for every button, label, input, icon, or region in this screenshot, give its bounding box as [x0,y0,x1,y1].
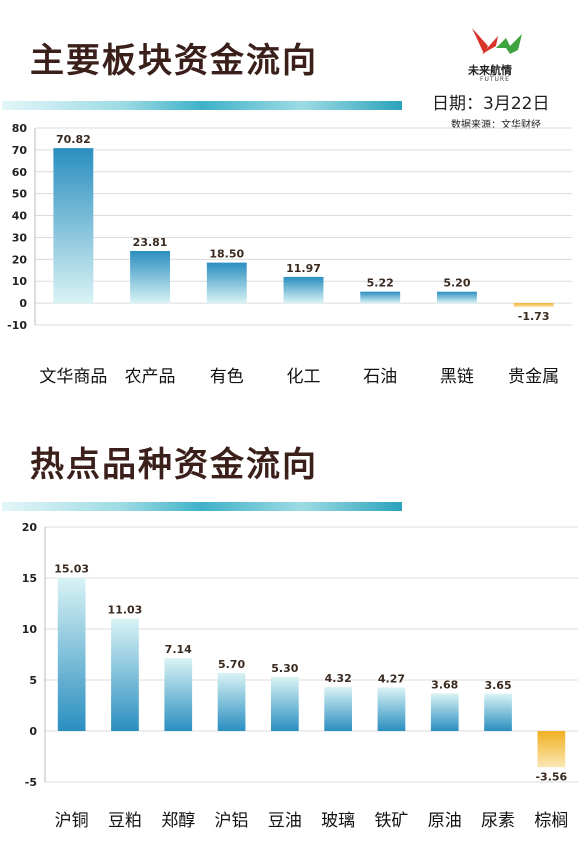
section2-title: 热点品种资金流向 [30,445,318,485]
bar [283,276,324,304]
y-tick-label: 80 [12,122,28,135]
y-tick-label: 60 [12,166,28,179]
bar-value-label: 7.14 [165,643,192,656]
section2-stripe [2,502,402,511]
bar-value-label: 5.70 [218,658,245,671]
category-label: 贵金属 [508,367,559,387]
y-tick-label: 10 [22,623,38,636]
y-tick-label: -10 [7,319,27,332]
bar-value-label: 4.32 [325,672,352,685]
y-tick-label: 20 [22,521,38,534]
y-tick-label: 40 [12,210,28,223]
bar [537,731,566,768]
date-label: 日期：3月22日 [432,94,550,114]
bar [111,618,139,731]
category-label: 豆油 [268,811,302,831]
bar-value-label: 4.27 [378,672,405,685]
bar [436,291,477,304]
bar-value-label: 5.20 [443,277,470,290]
bar-value-label: 5.30 [271,662,298,675]
category-label: 尿素 [481,811,515,831]
bar-value-label: -3.56 [535,770,567,783]
bar-value-label: 11.97 [286,262,321,275]
bar-value-label: 15.03 [54,563,89,576]
category-label: 玻璃 [321,811,355,831]
bar [164,658,193,731]
bar [377,687,406,731]
y-tick-label: -5 [25,776,37,789]
bar-value-label: 3.65 [484,679,511,692]
bar-value-label: 11.03 [108,603,143,616]
bar-value-label: 5.22 [367,277,394,290]
bar [217,672,246,731]
logo-subtext: FUTURE [480,76,510,83]
bar [57,577,86,731]
y-tick-label: 0 [19,297,27,310]
category-label: 化工 [287,367,321,387]
category-label: 郑醇 [161,811,195,831]
category-label: 铁矿 [374,811,408,831]
section1-title: 主要板块资金流向 [30,41,318,81]
bar-value-label: 70.82 [56,133,91,146]
category-label: 黑链 [440,367,474,387]
category-label: 石油 [363,367,397,387]
bar [270,676,299,731]
bar-value-label: 3.68 [431,678,458,691]
category-label: 农产品 [125,367,176,387]
y-tick-label: 5 [29,674,37,687]
future-logo-icon [466,24,526,64]
logo-text: 未来航情 [468,64,512,77]
bar [53,148,94,304]
y-tick-label: 70 [12,144,28,157]
category-label: 文华商品 [39,367,107,387]
bar [513,303,554,307]
y-tick-label: 20 [12,253,28,266]
data-source-label: 数据来源：文华财经 [451,120,541,131]
bar-value-label: -1.73 [518,310,550,323]
y-tick-label: 30 [12,231,28,244]
category-label: 沪铝 [215,811,249,831]
y-tick-label: 15 [22,572,37,585]
bar-value-label: 23.81 [133,236,168,249]
y-tick-label: 50 [12,188,28,201]
category-label: 棕榈 [534,811,568,831]
category-label: 沪铜 [55,811,89,831]
y-tick-label: 10 [12,275,28,288]
bar [484,693,512,731]
bar [360,291,401,304]
bar [324,686,353,731]
category-label: 豆粕 [108,811,142,831]
category-label: 有色 [210,367,244,387]
sector-fund-flow-chart: -10 0 10 20 30 40 50 60 70 80 70.82 文华商品 23.81 农产品 18.… [7,122,572,387]
bar-value-label: 18.50 [209,248,244,261]
bar [130,250,171,304]
category-label: 原油 [428,811,462,831]
bar [430,693,459,731]
section1-stripe [2,101,402,110]
bar [206,262,247,304]
y-tick-label: 0 [29,725,37,738]
